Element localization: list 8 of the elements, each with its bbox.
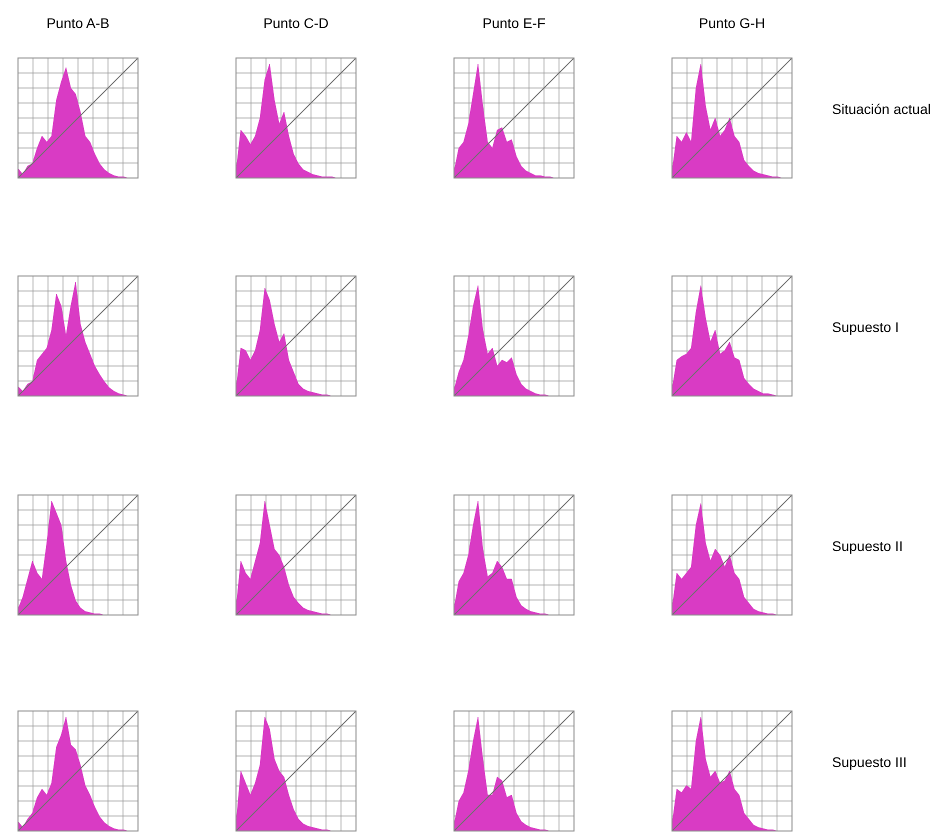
text: Situación actual (832, 101, 931, 117)
chart-title: Punto E-F (482, 15, 546, 31)
text: Supuesto III (832, 754, 907, 770)
text: Supuesto II (832, 538, 903, 554)
chart-title: Punto A-B (46, 15, 110, 31)
chart-title: Punto G-H (698, 15, 766, 31)
chart-title: Punto C-D (263, 15, 329, 31)
text: Supuesto I (832, 319, 899, 335)
